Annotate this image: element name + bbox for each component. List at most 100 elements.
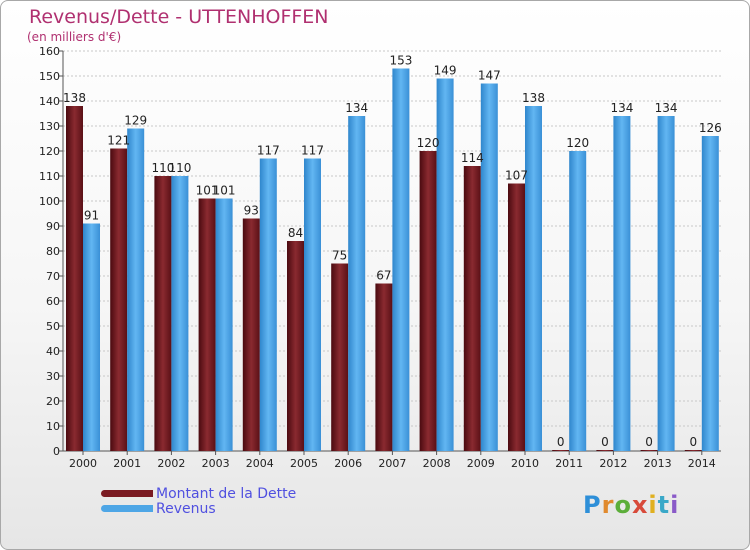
x-tick-label: 2014	[688, 457, 716, 470]
bar-revenue	[348, 116, 366, 451]
y-tick-label: 100	[39, 195, 60, 208]
x-tick-label: 2011	[555, 457, 583, 470]
axes: 0 10 20 30 40 50 60 70 80 90 100 110 120 130 140 150 160…	[39, 45, 721, 470]
y-tick-label: 110	[39, 170, 60, 183]
bar-debt	[419, 151, 437, 451]
data-label-revenue: 120	[566, 136, 589, 150]
data-label-revenue: 101	[213, 184, 236, 198]
logo-letter: i	[670, 491, 680, 519]
bar-revenue	[304, 158, 321, 451]
data-label-debt: 110	[151, 161, 174, 175]
bar-revenue	[525, 106, 542, 451]
data-label-debt: 0	[557, 435, 565, 449]
x-tick-label: 2007	[378, 457, 406, 470]
chart-subtitle: (en milliers d'€)	[27, 30, 122, 44]
bar-debt	[596, 450, 614, 451]
y-tick-label: 60	[46, 295, 60, 308]
legend-swatch-revenue	[101, 505, 153, 512]
bar-revenue	[436, 78, 454, 451]
bar-debt	[552, 450, 570, 451]
x-tick-label: 2003	[202, 457, 230, 470]
data-label-debt: 101	[196, 184, 219, 198]
bar-debt	[154, 176, 172, 451]
data-label-debt: 75	[332, 249, 347, 263]
data-label-debt: 0	[645, 435, 653, 449]
data-label-revenue: 147	[478, 69, 501, 83]
bar-debt	[66, 106, 83, 451]
bar-revenue	[480, 83, 498, 451]
x-tick-label: 2012	[599, 457, 627, 470]
x-tick-label: 2013	[644, 457, 672, 470]
data-label-revenue: 117	[257, 144, 280, 158]
data-label-revenue: 110	[168, 161, 191, 175]
legend-label-debt: Montant de la Dette	[156, 486, 297, 502]
bar-revenue	[127, 128, 145, 451]
y-tick-label: 50	[46, 320, 60, 333]
data-label-revenue: 134	[610, 101, 633, 115]
y-tick-label: 120	[39, 145, 60, 158]
x-tick-label: 2002	[157, 457, 185, 470]
bar-debt	[331, 263, 349, 451]
bar-debt	[198, 198, 216, 451]
x-tick-label: 2008	[423, 457, 451, 470]
bar-revenue	[569, 151, 587, 451]
logo-letter: P	[583, 491, 602, 519]
data-label-debt: 67	[376, 269, 391, 283]
data-label-revenue: 129	[124, 114, 147, 128]
bar-debt	[287, 241, 304, 451]
bar-debt	[375, 283, 393, 451]
logo-letter: x	[631, 491, 649, 519]
data-label-revenue: 91	[84, 209, 99, 223]
data-label-revenue: 149	[434, 64, 457, 78]
bar-revenue	[259, 158, 277, 451]
x-tick-label: 2010	[511, 457, 539, 470]
bar-revenue	[701, 136, 719, 451]
data-label-debt: 114	[461, 151, 484, 165]
y-tick-label: 0	[53, 445, 60, 458]
bar-revenue	[215, 198, 233, 451]
data-label-revenue: 134	[655, 101, 678, 115]
bars	[66, 68, 719, 451]
x-tick-label: 2006	[334, 457, 362, 470]
legend-label-revenue: Revenus	[156, 501, 216, 517]
x-tick-label: 2005	[290, 457, 318, 470]
y-tick-label: 70	[46, 270, 60, 283]
bar-debt	[684, 450, 702, 451]
data-label-revenue: 153	[389, 54, 412, 68]
bar-debt	[242, 218, 260, 451]
data-label-debt: 120	[417, 136, 440, 150]
x-tick-label: 2009	[467, 457, 495, 470]
chart-title: Revenus/Dette - UTTENHOFFEN	[29, 6, 329, 28]
bar-debt	[110, 148, 128, 451]
logo-letter: r	[601, 491, 615, 519]
logo-letter: i	[648, 491, 658, 519]
logo-letter: o	[614, 491, 632, 519]
data-label-debt: 121	[107, 134, 130, 148]
y-tick-label: 160	[39, 45, 60, 58]
bar-debt	[508, 183, 525, 451]
y-tick-label: 30	[46, 370, 60, 383]
y-tick-label: 90	[46, 220, 60, 233]
data-label-debt: 0	[689, 435, 697, 449]
bar-debt	[463, 166, 481, 451]
bar-debt	[640, 450, 658, 451]
bar-revenue	[392, 68, 410, 451]
x-tick-label: 2004	[246, 457, 274, 470]
y-tick-label: 40	[46, 345, 60, 358]
legend-swatch-debt	[101, 490, 153, 497]
data-label-debt: 138	[63, 91, 86, 105]
data-label-revenue: 134	[345, 101, 368, 115]
y-tick-label: 140	[39, 95, 60, 108]
y-tick-label: 130	[39, 120, 60, 133]
data-label-debt: 107	[505, 169, 528, 183]
y-tick-label: 20	[46, 395, 60, 408]
bar-revenue	[657, 116, 675, 451]
data-label-revenue: 117	[301, 144, 324, 158]
data-label-revenue: 126	[699, 121, 722, 135]
bar-revenue	[83, 223, 100, 451]
data-label-revenue: 138	[522, 91, 545, 105]
logo-letter: t	[657, 491, 671, 519]
